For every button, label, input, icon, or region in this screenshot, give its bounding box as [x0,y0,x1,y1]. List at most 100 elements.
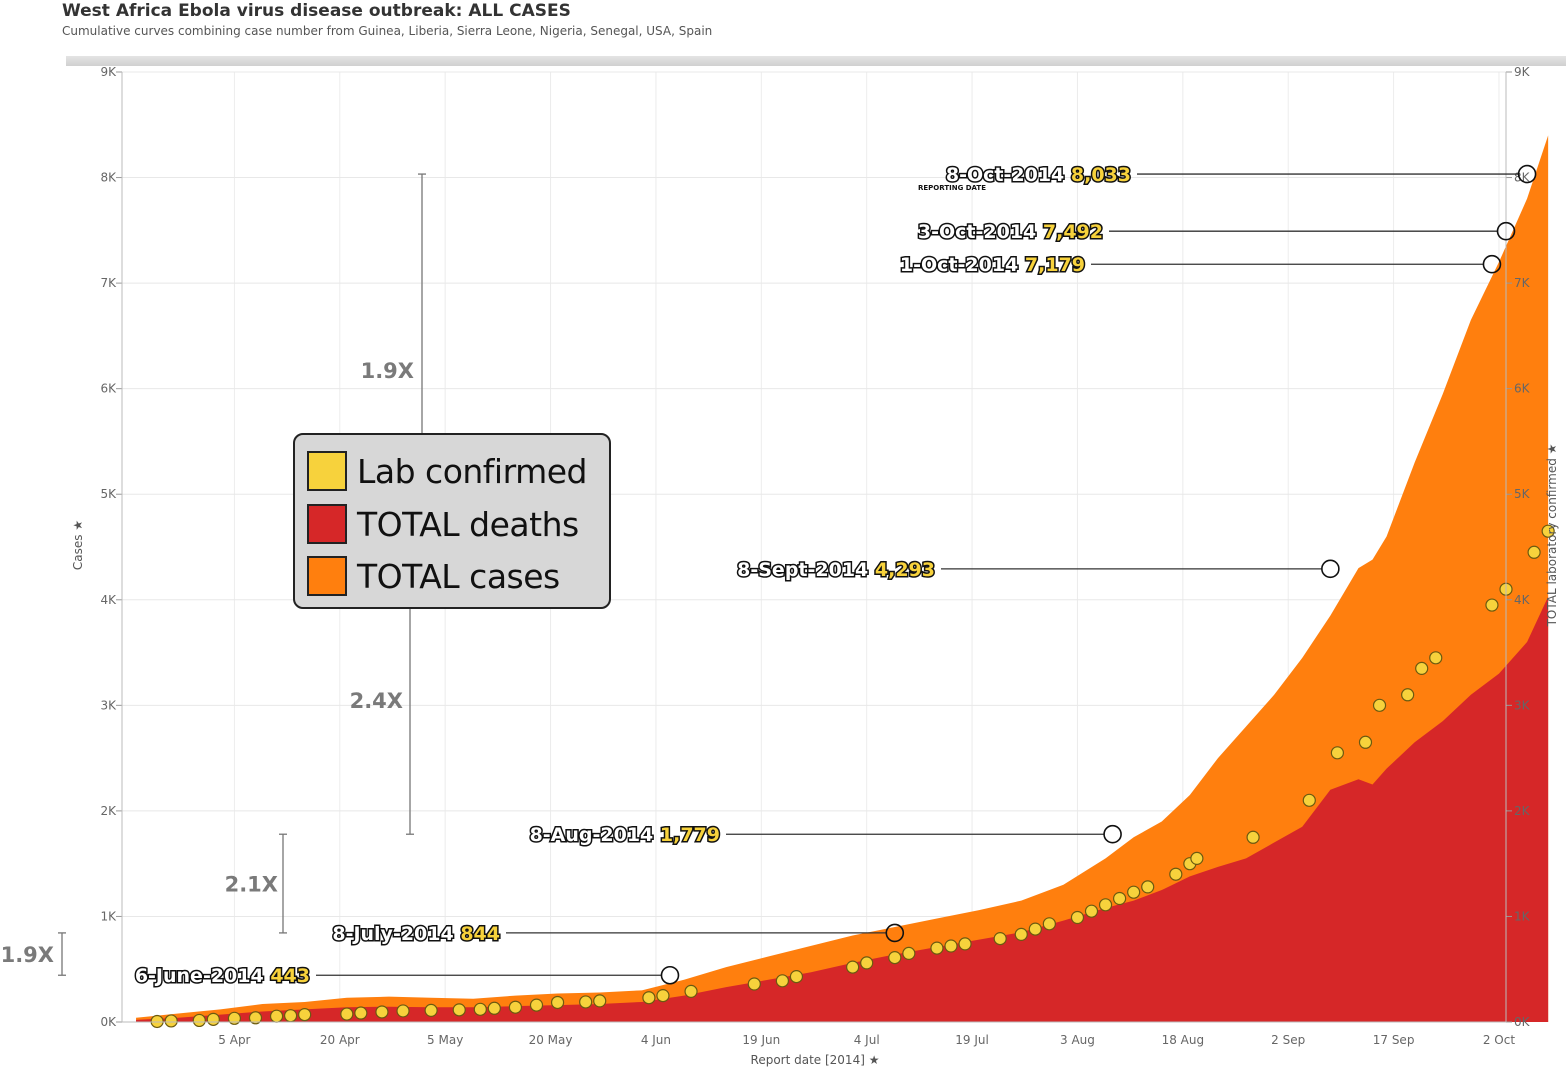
lab-confirmed-point [1190,851,1204,865]
y-tick-label: 3K [100,698,117,712]
lab-confirmed-point [227,1011,242,1025]
annotation-value: 844 [460,923,500,945]
lab-confirmed-point [529,998,544,1012]
chart-subtitle: Cumulative curves combining case number … [62,24,713,38]
lab-confirmed-point [284,1009,298,1023]
axes: 5 Apr 20 Apr 5 May 20 May 4 Jun 19 Jun 4 Jul 19… [71,65,1559,1067]
lab-confirmed-point [550,995,565,1010]
annotation-label: 6-June-2014 443 [135,965,310,987]
lab-confirmed-point [1330,746,1344,760]
lab-confirmed-point [1042,917,1056,931]
lab-confirmed-point [424,1003,438,1017]
y-tick-label: 0K [100,1015,117,1029]
annotation-date: 6-June-2014 [135,965,271,987]
lab-confirmed-point [789,970,804,984]
total-cases-area [136,135,1549,1023]
x-tick-label: 20 May [529,1033,573,1047]
lab-confirmed-point [1401,688,1415,702]
x-tick-label: 19 Jun [742,1033,780,1047]
annotation-value: 443 [270,965,310,987]
lab-confirmed-point [452,1003,466,1017]
lab-confirmed-point [1098,898,1113,912]
x-tick-label: 17 Sep [1373,1033,1415,1047]
x-tick-label: 2 Oct [1483,1033,1515,1047]
lab-confirmed-point [375,1005,389,1019]
annotation-label: 8-Oct-2014 8,033 [946,164,1131,186]
lab-confirmed-point [192,1013,206,1028]
legend-label: TOTAL deaths [357,504,579,544]
x-tick-label: 4 Jun [641,1033,671,1047]
annotation-date: 8-Sept-2014 [737,559,875,581]
lab-confirmed-point [248,1011,263,1025]
lab-confirmed-point [1084,904,1099,918]
annotation-value: 7,492 [1043,221,1103,243]
annotation-note: REPORTING DATE [918,184,986,192]
x-tick-label: 3 Aug [1060,1033,1095,1047]
annotation-value: 4,293 [875,559,935,581]
lab-confirmed-point [1028,922,1042,936]
lab-confirmed-points [150,524,1555,1029]
x-tick-label: 20 Apr [320,1033,360,1047]
x-axis-title: Report date [2014] ★ [751,1053,880,1067]
y-tick-label: 4K [100,593,117,607]
y-tick-label-right: 0K [1514,1015,1531,1029]
lab-confirmed-point [1113,891,1127,906]
annotation-label: 8-July-2014 844 [332,923,500,945]
lab-confirmed-point [340,1007,354,1021]
y-tick-label-right: 1K [1514,909,1531,923]
y-tick-label-right: 7K [1514,276,1531,290]
lab-confirmed-point [298,1008,312,1022]
annotation-date: 3-Oct-2014 [918,221,1043,243]
legend-item-lab-confirmed: Lab confirmed [307,449,587,493]
lab-confirmed-point [930,941,944,955]
lab-confirmed-point [1246,830,1260,844]
lab-confirmed-point [1541,524,1555,538]
lab-confirmed-point [150,1014,164,1029]
annotation-date: 8-Aug-2014 [530,824,660,846]
y-tick-label: 6K [100,382,117,396]
ratio-label: 1.9X [1,943,54,967]
lab-confirmed-point [888,951,902,965]
legend-label: TOTAL cases [357,556,560,596]
lab-confirmed-point [1372,698,1387,712]
lab-confirmed-point [1429,651,1443,665]
y-axis-title: Cases ★ [71,520,85,570]
lab-confirmed-point [656,989,670,1003]
y-tick-label: 1K [100,909,117,923]
lab-confirmed-point [473,1002,487,1016]
annotation-marker [660,965,680,985]
lab-confirmed-point [958,937,972,951]
lab-confirmed-point [902,946,916,960]
annotation-label: 8-Sept-2014 4,293 [737,559,935,581]
lab-confirmed-point [684,984,698,998]
legend-label: Lab confirmed [357,451,587,491]
y-tick-label: 2K [100,804,117,818]
lab-confirmed-point [579,995,593,1009]
y-tick-label-right: 9K [1514,65,1531,79]
annotation-value: 1,779 [660,824,720,846]
x-tick-label: 5 May [427,1033,463,1047]
lab-confirmed-point [354,1006,368,1020]
y-tick-label-right: 2K [1514,804,1531,818]
x-tick-label: 19 Jul [955,1033,989,1047]
y-tick-label: 9K [100,65,117,79]
lab-confirmed-point [1302,793,1316,807]
lab-confirmed-point [1415,661,1429,675]
lab-confirmed-point [1485,598,1499,612]
lab-confirmed-point [846,960,860,974]
lab-confirmed-point [508,1000,523,1014]
toolbar-divider [66,56,1566,66]
annotation-marker [1103,824,1122,844]
legend-swatch-total-deaths [307,504,347,544]
annotation-marker [1517,164,1537,184]
lab-confirmed-point [642,991,656,1005]
legend-swatch-lab-confirmed [307,451,347,491]
lab-confirmed-point [206,1012,220,1026]
ratio-label: 1.9X [361,359,414,383]
lab-confirmed-point [1358,735,1373,749]
ratio-label: 2.1X [225,873,278,897]
annotation-value: 7,179 [1025,254,1085,276]
y-tick-label-right: 4K [1514,593,1531,607]
x-tick-label: 4 Jul [854,1033,880,1047]
